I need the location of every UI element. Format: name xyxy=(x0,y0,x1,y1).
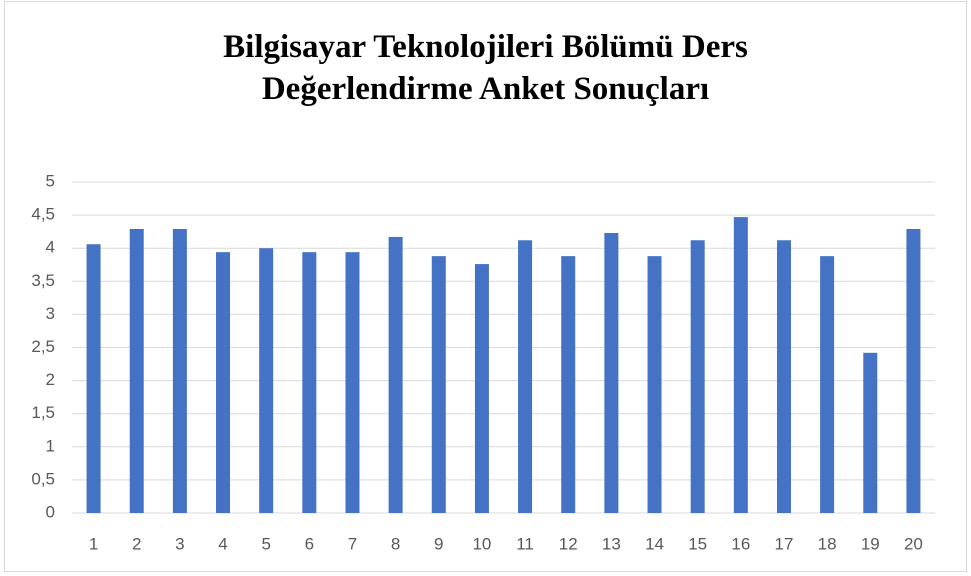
x-tick-label: 11 xyxy=(516,534,534,553)
x-tick-label: 13 xyxy=(602,534,621,553)
bar xyxy=(776,240,791,514)
x-tick-label: 17 xyxy=(775,534,794,553)
bar xyxy=(561,256,576,513)
x-tick-label: 20 xyxy=(904,534,923,553)
x-tick-label: 7 xyxy=(348,534,357,553)
bar xyxy=(345,252,360,513)
bar xyxy=(820,256,835,513)
bar xyxy=(863,352,878,513)
y-tick-label: 2 xyxy=(46,370,55,389)
bar xyxy=(604,232,619,513)
bar xyxy=(388,236,403,514)
x-tick-label: 1 xyxy=(89,534,98,553)
x-tick-label: 10 xyxy=(472,534,491,553)
x-tick-label: 2 xyxy=(132,534,141,553)
y-tick-label: 1 xyxy=(46,436,55,455)
y-tick-label: 2,5 xyxy=(31,337,55,356)
bar xyxy=(474,264,489,513)
y-tick-label: 3 xyxy=(46,304,55,323)
x-tick-label: 9 xyxy=(434,534,443,553)
bar xyxy=(259,248,274,513)
x-tick-label: 5 xyxy=(261,534,270,553)
y-tick-label: 3,5 xyxy=(31,271,55,290)
x-tick-label: 3 xyxy=(175,534,184,553)
x-tick-label: 6 xyxy=(305,534,314,553)
chart-title: Bilgisayar Teknolojileri Bölümü Ders Değ… xyxy=(223,29,748,107)
x-tick-label: 19 xyxy=(861,534,880,553)
bar xyxy=(86,244,101,513)
bar xyxy=(906,229,921,513)
bar xyxy=(172,229,187,513)
y-tick-label: 4 xyxy=(46,238,55,257)
y-tick-label: 4,5 xyxy=(31,205,55,224)
y-tick-label: 0 xyxy=(46,502,55,521)
bar xyxy=(216,252,231,513)
bar xyxy=(431,256,446,513)
x-tick-label: 12 xyxy=(559,534,578,553)
x-tick-label: 15 xyxy=(688,534,707,553)
y-tick-label: 5 xyxy=(46,171,55,190)
bar xyxy=(302,252,317,513)
bar xyxy=(518,240,533,514)
x-tick-label: 16 xyxy=(731,534,750,553)
bar xyxy=(733,217,748,513)
bar xyxy=(647,256,662,513)
x-tick-label: 18 xyxy=(818,534,837,553)
x-tick-label: 14 xyxy=(645,534,664,553)
x-tick-label: 4 xyxy=(218,534,227,553)
y-tick-label: 1,5 xyxy=(31,403,55,422)
y-tick-label: 0,5 xyxy=(31,469,55,488)
x-tick-label: 8 xyxy=(391,534,400,553)
bar xyxy=(690,240,705,514)
bar xyxy=(129,229,144,513)
